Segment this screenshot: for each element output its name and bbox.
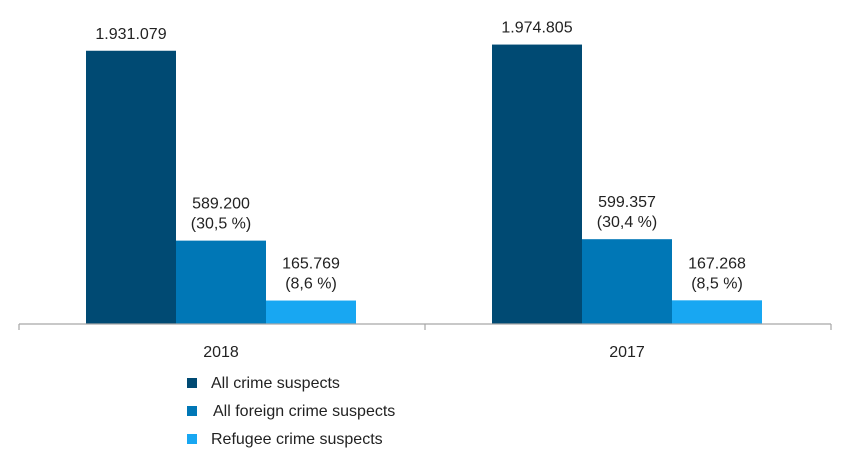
- bar: [176, 240, 266, 324]
- bars-group: [86, 44, 762, 325]
- data-label: 167.268: [688, 255, 746, 272]
- data-label: 1.931.079: [95, 26, 166, 43]
- bar: [86, 50, 176, 325]
- data-label: 589.200: [192, 196, 250, 213]
- data-label: (8,5 %): [691, 275, 743, 292]
- data-label: 599.357: [598, 194, 656, 211]
- data-label: (8,6 %): [285, 276, 337, 293]
- data-label: (30,5 %): [191, 216, 251, 233]
- legend-swatch: [187, 406, 197, 416]
- legend-label: All crime suspects: [211, 375, 340, 392]
- legend: All crime suspects All foreign crime susp…: [187, 375, 395, 448]
- bar: [492, 44, 582, 324]
- legend-swatch: [187, 434, 197, 444]
- data-label: 1.974.805: [501, 20, 572, 37]
- legend-label: Refugee crime suspects: [211, 431, 383, 448]
- x-axis: [18, 323, 832, 330]
- bar: [672, 300, 762, 324]
- x-tick-label: 2018: [203, 344, 239, 361]
- data-label: 165.769: [282, 256, 340, 273]
- legend-swatch: [187, 378, 197, 388]
- x-tick-labels: 2018 2017: [203, 344, 645, 361]
- x-tick-label: 2017: [609, 344, 645, 361]
- legend-label: All foreign crime suspects: [213, 403, 395, 420]
- data-label: (30,4 %): [597, 214, 657, 231]
- bar: [266, 300, 356, 324]
- data-labels-group: 1.931.079 589.200 (30,5 %) 165.769 (8,6 %) 1.…: [95, 20, 746, 293]
- bar: [582, 239, 672, 324]
